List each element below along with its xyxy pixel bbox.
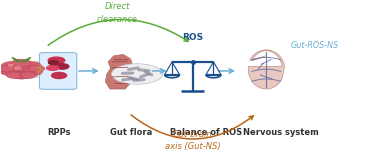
Circle shape [0,65,15,72]
Circle shape [48,57,65,64]
Circle shape [12,71,31,79]
FancyBboxPatch shape [39,53,77,89]
Circle shape [55,64,69,69]
Text: Gut-ROS-NS: Gut-ROS-NS [291,41,339,50]
Circle shape [112,64,163,84]
Text: Gut flora: Gut flora [110,128,152,137]
Circle shape [46,65,59,70]
Text: ROS: ROS [182,33,203,42]
Circle shape [15,67,21,69]
Text: Gut-brain: Gut-brain [173,130,212,139]
Circle shape [28,65,45,72]
Circle shape [48,61,58,65]
Polygon shape [22,57,31,62]
Text: Direct: Direct [105,2,130,11]
Text: RPPs: RPPs [47,128,71,137]
Circle shape [0,68,20,76]
Circle shape [2,62,23,70]
Polygon shape [248,50,285,89]
Circle shape [51,73,67,78]
Text: clearance: clearance [97,15,138,24]
Polygon shape [105,54,133,89]
FancyArrowPatch shape [131,115,253,139]
Text: Nervous system: Nervous system [243,128,319,137]
Circle shape [20,62,41,70]
Circle shape [9,64,13,66]
FancyArrowPatch shape [48,19,188,45]
Circle shape [9,64,34,75]
Polygon shape [12,57,22,62]
Text: Balance of ROS: Balance of ROS [170,128,242,137]
Circle shape [20,72,36,78]
Circle shape [12,59,31,67]
Text: axis (Gut-NS): axis (Gut-NS) [165,142,221,151]
Circle shape [6,72,23,78]
Circle shape [23,68,42,76]
